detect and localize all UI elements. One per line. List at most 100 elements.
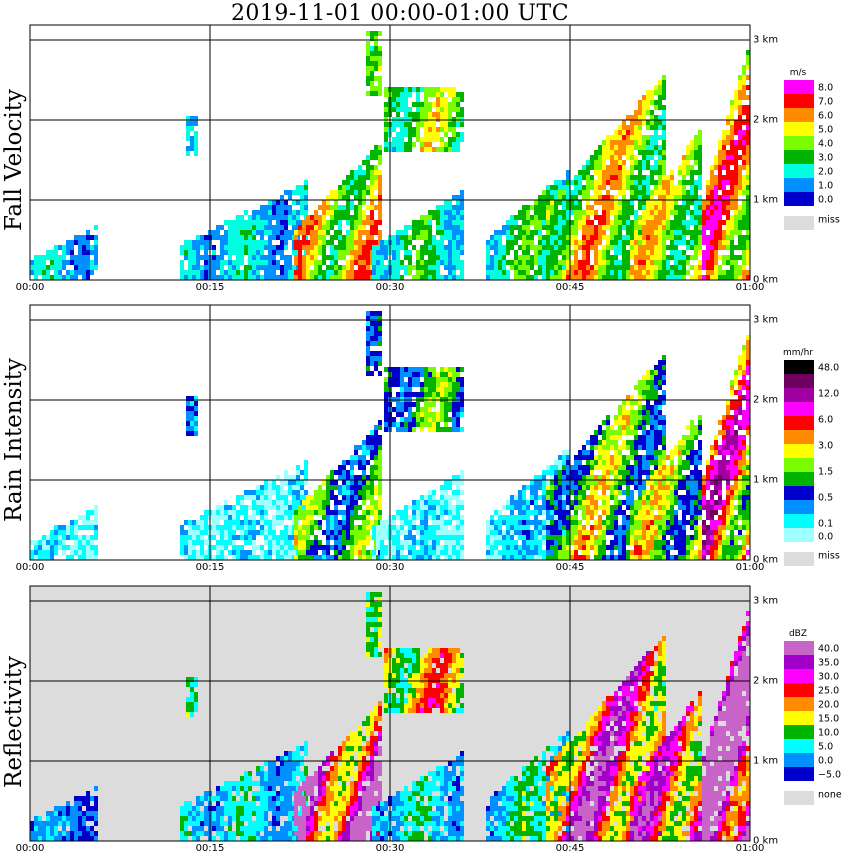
echo-cell — [420, 142, 424, 147]
echo-cell — [554, 225, 558, 230]
echo-cell — [614, 260, 618, 265]
echo-cell — [358, 490, 362, 495]
echo-cell — [408, 92, 412, 97]
echo-cell — [74, 275, 78, 280]
echo-cell — [342, 205, 346, 210]
echo-cell — [400, 235, 404, 240]
echo-cell — [562, 500, 566, 505]
echo-cell — [558, 460, 562, 465]
echo-cell — [220, 545, 224, 550]
echo-cell — [582, 275, 586, 280]
echo-cell — [412, 230, 416, 235]
echo-cell — [268, 525, 272, 530]
echo-cell — [662, 195, 666, 200]
echo-cell — [370, 56, 374, 61]
echo-cell — [216, 510, 220, 515]
echo-cell — [306, 545, 310, 550]
echo-cell — [448, 107, 452, 112]
echo-cell — [494, 520, 498, 525]
echo-cell — [452, 102, 456, 107]
echo-cell — [510, 545, 514, 550]
echo-cell — [622, 265, 626, 270]
echo-cell — [404, 387, 408, 392]
echo-cell — [220, 505, 224, 510]
echo-cell — [630, 275, 634, 280]
echo-cell — [550, 550, 554, 555]
echo-cell — [232, 275, 236, 280]
echo-cell — [416, 402, 420, 407]
echo-cell — [240, 520, 244, 525]
echo-cell — [530, 495, 534, 500]
echo-cell — [456, 107, 460, 112]
echo-cell — [260, 245, 264, 250]
echo-cell — [610, 255, 614, 260]
echo-cell — [354, 535, 358, 540]
echo-cell — [380, 520, 384, 525]
echo-cell — [396, 132, 400, 137]
echo-cell — [554, 250, 558, 255]
echo-cell — [630, 225, 634, 230]
echo-cell — [400, 260, 404, 265]
echo-cell — [350, 185, 354, 190]
echo-cell — [374, 450, 378, 455]
echo-cell — [558, 475, 562, 480]
echo-cell — [372, 550, 376, 555]
echo-cell — [62, 535, 66, 540]
echo-cell — [400, 127, 404, 132]
echo-cell — [610, 245, 614, 250]
echo-cell — [502, 255, 506, 260]
echo-cell — [506, 520, 510, 525]
echo-cell — [380, 260, 384, 265]
echo-cell — [444, 97, 448, 102]
echo-cell — [638, 150, 642, 155]
echo-cell — [550, 185, 554, 190]
echo-cell — [370, 455, 374, 460]
echo-cell — [284, 540, 288, 545]
echo-cell — [518, 515, 522, 520]
echo-cell — [370, 175, 374, 180]
echo-cell — [236, 250, 240, 255]
echo-cell — [456, 387, 460, 392]
echo-cell — [294, 540, 298, 545]
echo-cell — [428, 387, 432, 392]
echo-cell — [670, 240, 674, 245]
echo-cell — [366, 361, 370, 366]
echo-cell — [456, 230, 460, 235]
echo-cell — [694, 180, 698, 185]
echo-cell — [490, 235, 494, 240]
echo-cell — [372, 535, 376, 540]
echo-cell — [456, 525, 460, 530]
echo-cell — [294, 255, 298, 260]
echo-cell — [566, 275, 570, 280]
echo-cell — [444, 402, 448, 407]
echo-cell — [662, 255, 666, 260]
echo-cell — [240, 525, 244, 530]
echo-cell — [714, 195, 718, 200]
echo-cell — [586, 240, 590, 245]
echo-cell — [212, 545, 216, 550]
echo-cell — [622, 205, 626, 210]
echo-cell — [734, 245, 738, 250]
echo-cell — [94, 245, 98, 250]
echo-cell — [566, 250, 570, 255]
echo-cell — [400, 417, 404, 422]
echo-cell — [358, 535, 362, 540]
echo-cell — [486, 250, 490, 255]
echo-cell — [204, 275, 208, 280]
echo-cell — [460, 480, 464, 485]
echo-cell — [284, 525, 288, 530]
echo-cell — [194, 151, 198, 156]
echo-cell — [236, 510, 240, 515]
echo-cell — [602, 145, 606, 150]
echo-cell — [314, 240, 318, 245]
echo-cell — [602, 215, 606, 220]
echo-cell — [384, 367, 388, 372]
echo-cell — [374, 240, 378, 245]
echo-cell — [272, 245, 276, 250]
echo-cell — [436, 112, 440, 117]
echo-cell — [630, 200, 634, 205]
echo-cell — [630, 180, 634, 185]
echo-cell — [698, 155, 702, 160]
echo-cell — [614, 160, 618, 165]
echo-cell — [268, 495, 272, 500]
